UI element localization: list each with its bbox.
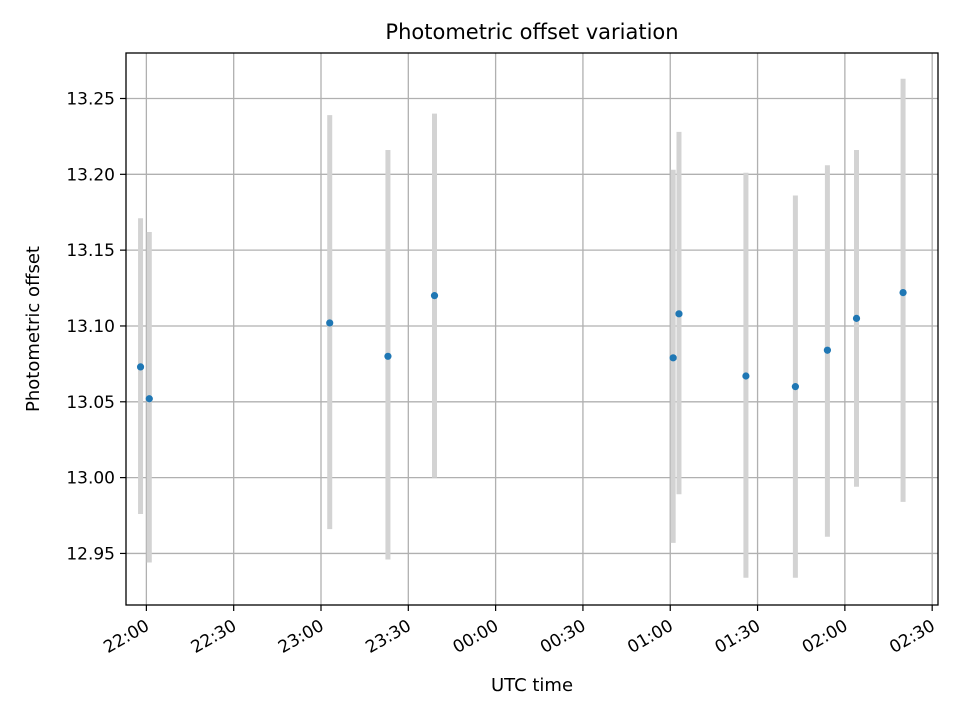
y-axis: 12.95 13.00 13.05 13.10 13.15 13.20 13.25 [66, 89, 126, 564]
data-point [326, 319, 334, 327]
data-point [145, 395, 153, 403]
y-tick-label: 13.15 [66, 241, 115, 261]
y-tick-label: 13.05 [66, 393, 115, 413]
data-point [899, 289, 907, 297]
chart-title: Photometric offset variation [385, 20, 678, 44]
x-axis-title: UTC time [491, 675, 573, 696]
y-tick-label: 13.10 [66, 317, 115, 337]
data-points [136, 289, 907, 403]
data-point [384, 352, 392, 360]
y-axis-title: Photometric offset [23, 246, 44, 412]
data-point [742, 372, 750, 380]
data-point [823, 346, 832, 354]
data-point [136, 363, 145, 371]
y-tick-label: 12.95 [66, 544, 115, 564]
data-point [675, 310, 683, 318]
data-point [430, 292, 439, 300]
y-tick-label: 13.20 [66, 165, 115, 185]
y-tick-label: 13.25 [66, 89, 115, 109]
data-point [852, 314, 861, 322]
data-point [669, 354, 677, 362]
plot-frame [125, 52, 939, 606]
y-tick-label: 13.00 [66, 469, 115, 489]
data-point [791, 383, 799, 391]
grid [126, 53, 938, 605]
